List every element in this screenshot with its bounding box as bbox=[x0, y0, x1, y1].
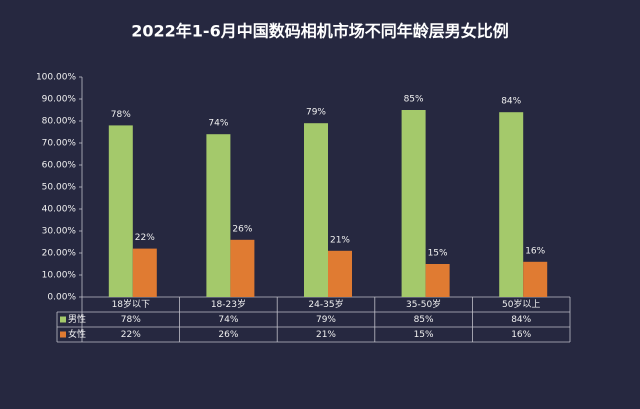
table-cell: 84% bbox=[511, 315, 531, 325]
x-tick-label: 24-35岁 bbox=[308, 298, 343, 310]
value-label: 15% bbox=[428, 249, 448, 259]
y-tick-label: 80.00% bbox=[42, 117, 77, 127]
value-label: 85% bbox=[404, 95, 424, 105]
table-cell: 78% bbox=[121, 315, 141, 325]
y-tick-label: 70.00% bbox=[42, 139, 77, 149]
bar bbox=[425, 264, 450, 297]
y-tick-label: 100.00% bbox=[36, 73, 76, 83]
value-label: 78% bbox=[111, 110, 131, 120]
legend-swatch bbox=[60, 331, 66, 338]
legend-label: 女性 bbox=[68, 328, 86, 340]
bar bbox=[304, 123, 328, 297]
bar bbox=[523, 261, 548, 297]
bar bbox=[206, 134, 231, 297]
table-cell: 16% bbox=[511, 330, 531, 340]
y-tick-label: 30.00% bbox=[42, 227, 77, 237]
bar bbox=[499, 112, 524, 297]
value-label: 16% bbox=[525, 246, 545, 256]
value-label: 26% bbox=[232, 224, 252, 234]
x-tick-label: 35-50岁 bbox=[406, 298, 441, 310]
legend-label: 男性 bbox=[68, 313, 86, 325]
x-tick-label: 50岁以上 bbox=[502, 298, 540, 310]
bar bbox=[132, 248, 157, 297]
x-tick-label: 18-23岁 bbox=[211, 298, 246, 310]
y-tick-label: 90.00% bbox=[42, 95, 77, 105]
y-tick-label: 20.00% bbox=[42, 249, 77, 259]
table-cell: 21% bbox=[316, 330, 336, 340]
value-label: 79% bbox=[306, 108, 326, 118]
bar bbox=[108, 125, 133, 298]
y-tick-label: 40.00% bbox=[42, 205, 77, 215]
y-tick-label: 50.00% bbox=[42, 183, 77, 193]
chart-title: 2022年1-6月中国数码相机市场不同年龄层男女比例 bbox=[131, 22, 508, 41]
table-cell: 74% bbox=[218, 315, 238, 325]
bar bbox=[328, 250, 352, 297]
y-tick-label: 0.00% bbox=[47, 293, 76, 303]
value-label: 74% bbox=[208, 119, 228, 129]
y-tick-label: 60.00% bbox=[42, 161, 77, 171]
value-label: 22% bbox=[135, 233, 155, 243]
y-tick-label: 10.00% bbox=[42, 271, 77, 281]
table-cell: 22% bbox=[121, 330, 141, 340]
legend-swatch bbox=[60, 316, 66, 323]
x-tick-label: 18岁以下 bbox=[112, 298, 150, 310]
table-cell: 79% bbox=[316, 315, 336, 325]
table-cell: 85% bbox=[414, 315, 434, 325]
table-cell: 26% bbox=[218, 330, 238, 340]
value-label: 21% bbox=[330, 235, 350, 245]
value-label: 84% bbox=[501, 97, 521, 107]
table-cell: 15% bbox=[414, 330, 434, 340]
bar bbox=[401, 110, 426, 297]
bar bbox=[230, 239, 255, 297]
